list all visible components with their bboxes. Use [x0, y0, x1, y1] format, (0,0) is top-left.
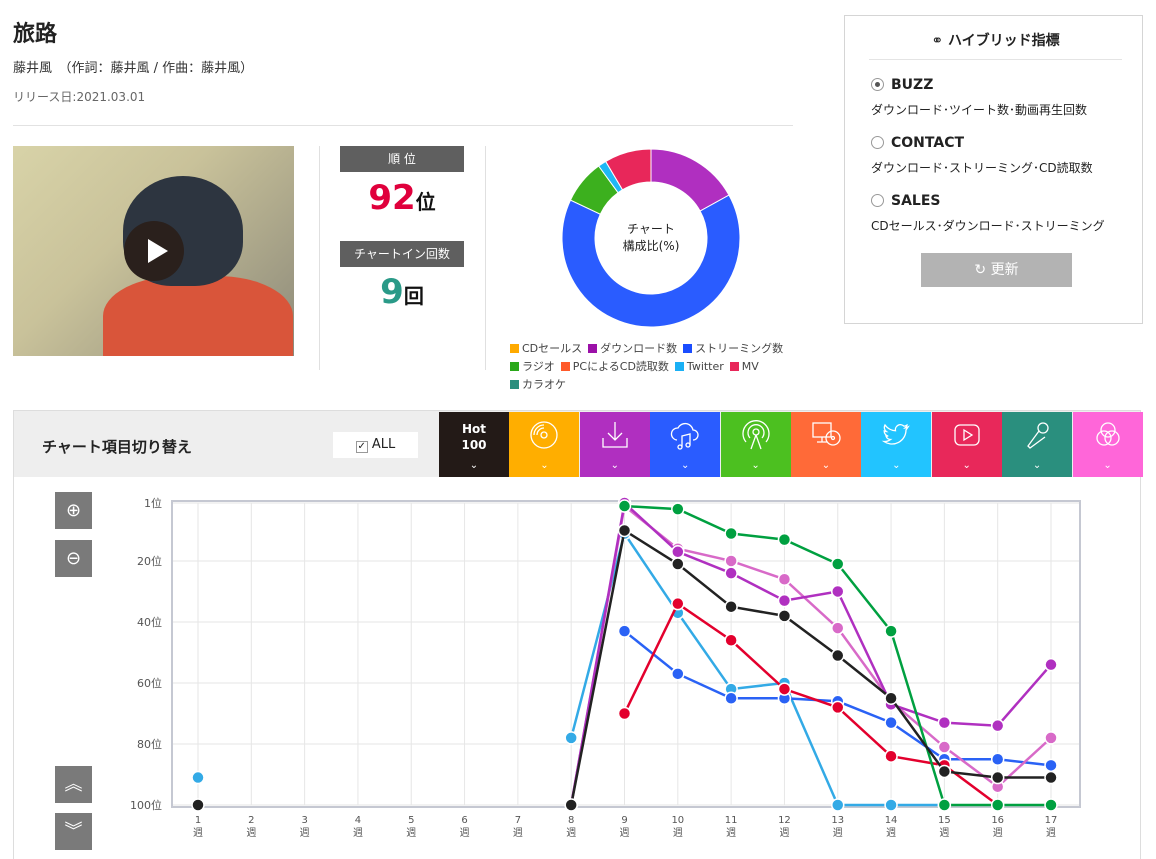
legend-swatch	[588, 344, 598, 353]
chartin-label: チャートイン回数	[340, 241, 464, 267]
legend-swatch	[510, 344, 519, 353]
song-title: 旅路	[13, 22, 58, 47]
chevron-down-icon: ⌄	[1103, 460, 1112, 471]
tab-download[interactable]: ⌄	[579, 412, 650, 477]
donut-slice-4	[605, 148, 652, 191]
scroll-down-button[interactable]: ︾	[55, 813, 92, 850]
tab-mv[interactable]: ⌄	[931, 412, 1002, 477]
chevron-down-icon: ⌄	[962, 460, 971, 471]
venn-icon	[1095, 422, 1120, 446]
play-video-icon	[954, 424, 980, 446]
rank-label: 順 位	[340, 146, 464, 172]
donut-label: 構成比(%)	[623, 239, 680, 253]
chevron-down-icon: ⌄	[751, 460, 760, 471]
zoom-out-button[interactable]: ⊖	[55, 540, 92, 577]
tab-radio[interactable]: ⌄	[720, 412, 791, 477]
divider	[485, 146, 486, 370]
divider	[13, 125, 793, 126]
composition-donut: チャート 構成比(%)	[561, 148, 741, 328]
divider	[319, 146, 320, 370]
microphone-icon	[1027, 422, 1049, 449]
legend-item: Twitter	[674, 360, 724, 373]
radio-button[interactable]	[871, 194, 884, 207]
chevron-down-icon: ⌄	[610, 460, 619, 471]
hybrid-option-contact[interactable]: CONTACT ダウンロード･ストリーミング･CD読取数	[871, 135, 1093, 175]
legend-swatch	[683, 344, 693, 353]
tab-hybrid[interactable]: ⌄	[1072, 412, 1143, 477]
chevron-down-icon: ⌄	[540, 460, 549, 471]
check-icon: ✓	[355, 441, 368, 453]
legend-swatch	[510, 362, 519, 371]
venn-icon: ⚭	[931, 33, 944, 49]
legend-item: MV	[729, 360, 759, 373]
chevron-down-icon: ⌄	[892, 460, 901, 471]
chevron-down-icon: ⌄	[1032, 460, 1042, 471]
legend-item: PCによるCD読取数	[560, 360, 669, 373]
switcher-title: チャート項目切り替え	[42, 438, 192, 456]
radio-button[interactable]	[871, 136, 884, 149]
legend-item: CDセールス	[510, 342, 582, 355]
hybrid-panel: ⚭ ハイブリッド指標 BUZZ ダウンロード･ツイート数･動画再生回数 CONTAC…	[844, 15, 1143, 324]
cloud-music-icon	[671, 422, 699, 450]
chevron-down-icon: ⌄	[821, 460, 831, 471]
hybrid-option-buzz[interactable]: BUZZ ダウンロード･ツイート数･動画再生回数	[871, 77, 1088, 117]
tab-hot100[interactable]: Hot 100 ⌄	[439, 412, 509, 477]
legend-swatch	[560, 362, 570, 371]
download-icon	[602, 422, 628, 448]
chartin-value: 9回	[380, 272, 424, 312]
tab-pc-cd-read[interactable]: ⌄	[790, 412, 861, 477]
tab-karaoke[interactable]: ⌄	[1002, 412, 1073, 477]
plot-area	[14, 477, 1140, 859]
tab-streaming[interactable]: ⌄	[650, 412, 721, 477]
radio-tower-icon	[741, 420, 770, 450]
hybrid-title: ⚭ ハイブリッド指標	[869, 30, 1122, 60]
all-checkbox[interactable]: ✓ ALL	[333, 432, 418, 458]
legend-item: ストリーミング数	[683, 342, 783, 355]
double-chevron-down-icon: ︾	[64, 821, 83, 842]
chart-category-tabs: Hot 100 ⌄ ⌄ ⌄ ⌄ ⌄ ⌄ ⌄ ⌄ ⌄ ⌄	[439, 412, 1143, 477]
donut-slice-1	[561, 194, 741, 328]
hybrid-option-sales[interactable]: SALES CDセールス･ダウンロード･ストリーミング	[871, 193, 1105, 233]
legend-swatch	[510, 380, 519, 389]
tab-cd-sales[interactable]: ⌄	[509, 412, 580, 477]
play-icon[interactable]	[124, 221, 184, 281]
release-date: リリース日:2021.03.01	[13, 90, 146, 104]
donut-label: チャート	[627, 222, 675, 236]
refresh-icon: ↻	[974, 262, 987, 278]
composition-legend: CDセールス ダウンロード数 ストリーミング数ラジオ PCによるCD読取数 Twitte…	[510, 340, 820, 394]
radio-button[interactable]	[871, 78, 884, 91]
legend-swatch	[674, 362, 684, 371]
scroll-up-button[interactable]: ︽	[55, 766, 92, 803]
chevron-down-icon: ⌄	[469, 460, 479, 471]
zoom-out-icon: ⊖	[65, 548, 82, 569]
legend-swatch	[729, 362, 739, 371]
disc-icon	[530, 421, 559, 449]
video-thumbnail[interactable]	[13, 146, 294, 356]
zoom-in-icon: ⊕	[65, 500, 82, 521]
legend-item: カラオケ	[510, 378, 566, 391]
zoom-in-button[interactable]: ⊕	[55, 492, 92, 529]
monitor-disc-icon	[812, 422, 841, 446]
legend-item: ダウンロード数	[588, 342, 677, 355]
artist-credits: 藤井風 （作詞：藤井風 / 作曲：藤井風）	[13, 61, 254, 76]
update-button[interactable]: ↻ 更新	[921, 253, 1072, 287]
tab-twitter[interactable]: ⌄	[861, 412, 932, 477]
double-chevron-up-icon: ︽	[64, 774, 83, 795]
chevron-down-icon: ⌄	[680, 460, 690, 471]
twitter-icon	[882, 423, 911, 445]
rank-value: 92位	[368, 178, 436, 218]
legend-item: ラジオ	[510, 360, 555, 373]
